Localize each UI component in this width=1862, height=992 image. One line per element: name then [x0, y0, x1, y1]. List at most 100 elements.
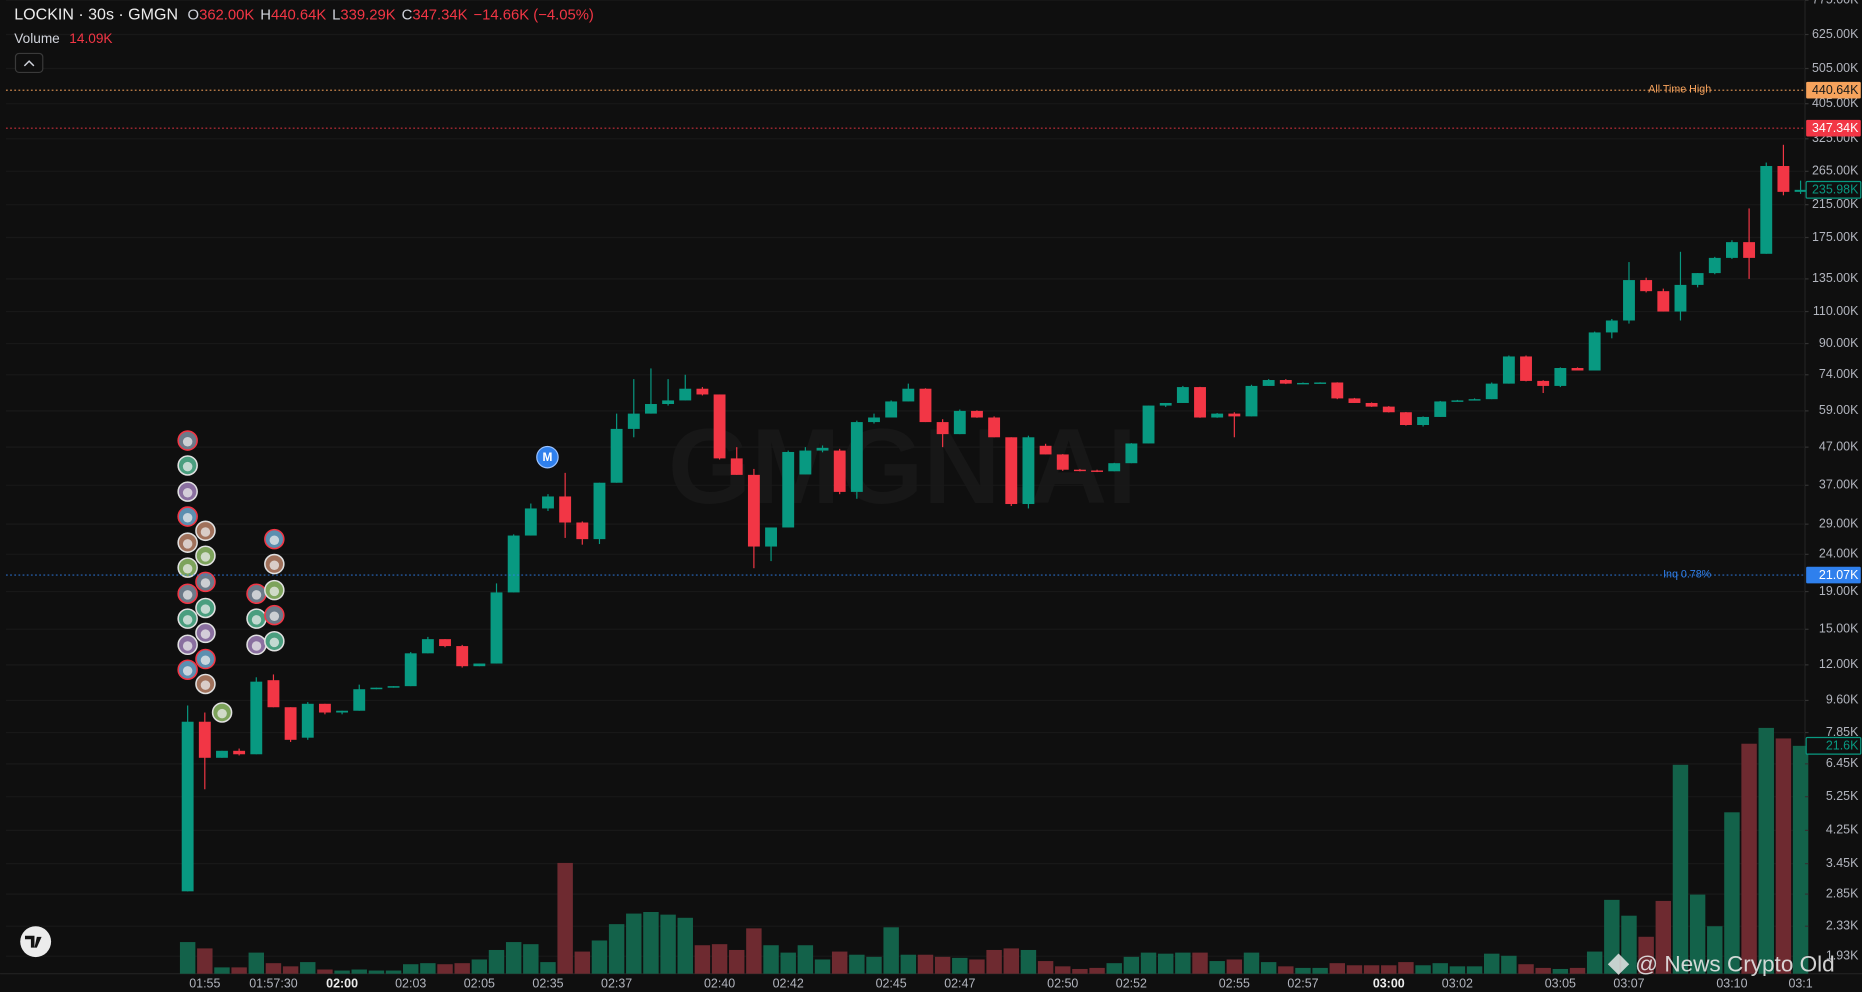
trader-avatar-face [251, 615, 262, 625]
trader-avatar-face [182, 488, 193, 498]
y-tick-label: 1.93K [1826, 949, 1859, 963]
candle-body [1674, 284, 1687, 312]
volume-bar [763, 945, 779, 974]
marker[interactable] [536, 445, 559, 469]
candle-body [1039, 445, 1052, 455]
volume-bar [591, 940, 608, 974]
volume-bar [1226, 959, 1243, 974]
x-tick-label: 02:57 [1287, 977, 1318, 991]
y-tick-label: 215.00K [1812, 197, 1859, 211]
x-tick-label: 02:03 [395, 977, 426, 991]
volume-row: Volume 14.09K [14, 31, 112, 46]
candle-body [1502, 356, 1515, 384]
x-tick-label: 02:55 [1219, 977, 1250, 991]
volume-bar [1278, 966, 1294, 974]
candle-body [198, 721, 211, 758]
ohlc-value: 339.29K [340, 7, 395, 23]
volume-bar [746, 928, 762, 974]
volume-bar [471, 959, 488, 974]
volume-bar [1192, 952, 1208, 974]
x-tick-label: 03:10 [1716, 977, 1747, 991]
candle-body [730, 458, 743, 475]
x-tick-label: 02:42 [773, 977, 804, 991]
volume-bar [660, 914, 676, 974]
volume-value: 14.09K [69, 31, 112, 46]
trader-avatar-face [182, 461, 193, 472]
volume-bar [540, 962, 556, 974]
x-tick-label: 01:57:30 [249, 977, 298, 991]
candle-body [833, 450, 846, 492]
volume-bar [969, 959, 985, 974]
volume-bar [797, 945, 814, 974]
x-tick-label: 02:50 [1047, 977, 1078, 991]
candle-body [336, 710, 349, 713]
volume-bar [1621, 915, 1637, 974]
y-tick-label: 3.45K [1826, 856, 1859, 870]
candle-body [473, 663, 486, 667]
candle-body [1623, 280, 1635, 321]
trader-avatar-face [182, 512, 193, 523]
volume-bar [1689, 894, 1706, 974]
y-tick-label: 135.00K [1812, 271, 1859, 285]
change-label: −14.66K (−4.05%) [474, 7, 594, 23]
candle-body [627, 413, 640, 429]
overlay-watermark: @ News Crypto Old [1607, 951, 1835, 976]
candle-body [713, 394, 726, 459]
y-tick-label: 37.00K [1819, 478, 1859, 492]
avatar-layer [177, 430, 285, 723]
ohlc-key: C [402, 7, 413, 23]
candle-body [1176, 387, 1189, 403]
candle-body [370, 687, 383, 690]
candle-body [747, 474, 760, 547]
candle-body [1691, 273, 1704, 285]
volume-bar [814, 959, 831, 974]
volume-bar [1655, 900, 1672, 974]
volume-bar [300, 962, 316, 974]
candle-body [284, 707, 297, 740]
y-tick-label: 625.00K [1812, 27, 1859, 41]
volume-bar [523, 944, 539, 974]
volume-bar [1741, 743, 1757, 974]
y-tick-label: 175.00K [1812, 230, 1859, 244]
volume-bar [505, 942, 522, 974]
y-tick-label: 775.00K [1812, 0, 1859, 7]
candle-body [1245, 385, 1258, 417]
candle-body [1005, 437, 1018, 505]
x-tick-label: 03:00 [1373, 977, 1405, 991]
tv-logo[interactable] [20, 926, 52, 958]
candle-body [816, 447, 829, 451]
volume-bar [420, 963, 436, 974]
candle-body [1297, 382, 1309, 385]
candle-body [1228, 413, 1241, 417]
volume-bar [1586, 951, 1603, 974]
x-axis: 01:55 01:57:30 02:00 02:03 02:05 02:35 02:37 02… [189, 977, 1813, 991]
volume-bar [1175, 952, 1191, 974]
volume-bar [488, 949, 505, 974]
collapse-button[interactable] [14, 52, 44, 74]
volume-bar [231, 967, 247, 974]
candle-body [919, 388, 932, 423]
candle-body [868, 417, 880, 423]
candle-body [953, 410, 966, 435]
candle-body [1588, 332, 1601, 371]
symbol-title: LOCKIN · 30s · GMGN [14, 6, 178, 24]
volume-bar [248, 952, 265, 974]
price-tag [1806, 119, 1861, 137]
y-tick-label: 15.00K [1819, 622, 1859, 636]
volume-bar [1381, 965, 1397, 974]
candle-body [679, 388, 692, 401]
candle-body [1142, 405, 1155, 444]
candle-body [456, 646, 469, 667]
volume-bar [917, 954, 934, 974]
candle-body [1091, 470, 1104, 472]
volume-bar [1123, 956, 1140, 974]
volume-bar [1037, 961, 1054, 974]
volume-bar [1724, 812, 1740, 974]
volume-bar [1312, 967, 1328, 974]
price-tag-label: 347.34K [1812, 121, 1859, 135]
candle-body [1640, 280, 1653, 292]
volume-bar [1672, 764, 1689, 974]
x-tick-label: 03:05 [1545, 977, 1576, 991]
y-tick-label: 9.60K [1826, 693, 1859, 707]
volume-bar [711, 944, 728, 974]
